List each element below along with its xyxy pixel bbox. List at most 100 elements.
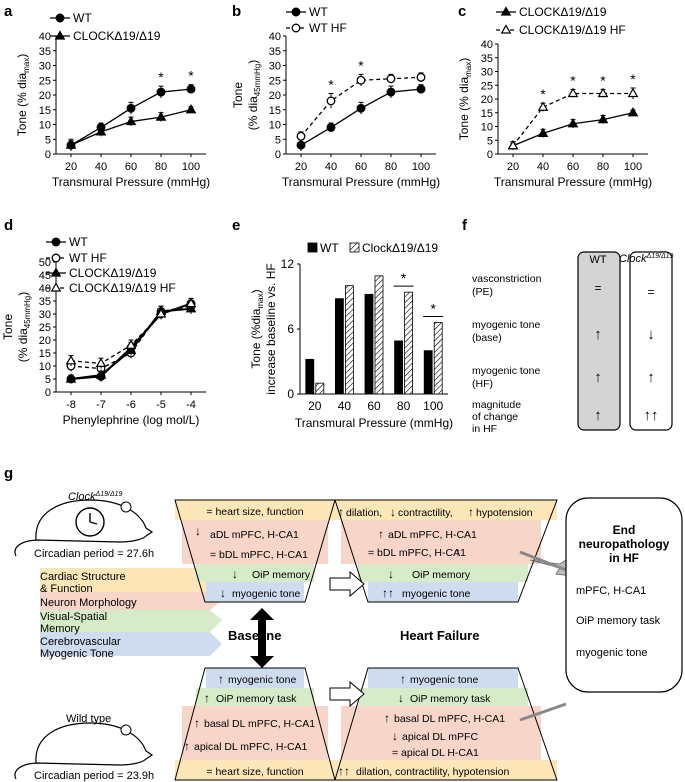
wt-baseline-basal: basal DL mPFC, H-CA1: [204, 718, 315, 730]
bar-60-1: [374, 275, 384, 395]
data-point: [537, 127, 549, 137]
category-neuron: Neuron Morphology: [40, 597, 137, 609]
data-point: [65, 373, 77, 383]
significance-star: *: [358, 57, 364, 73]
y-tick-label: 30: [39, 61, 51, 73]
panel-label-d: d: [4, 217, 13, 234]
wt-hf-oip: OiP memory task: [410, 693, 491, 705]
significance-star: *: [570, 72, 576, 88]
y-tick-label: 12: [281, 257, 295, 271]
y-tick-label: 50: [39, 257, 51, 269]
category-arrow-cardiac: [40, 568, 225, 592]
panel-label-c: c: [458, 3, 466, 20]
x-tick-label: 20: [507, 161, 519, 173]
clock-baseline-myogenic: myogenic tone: [232, 588, 300, 600]
y-tick-label: 15: [481, 108, 493, 120]
x-axis-label: Transmural Pressure (mmHg): [52, 175, 210, 189]
y-tick-label: 10: [39, 120, 51, 132]
y-tick-label: 10: [481, 122, 493, 134]
f-row-4-label-1: magnitude: [472, 399, 521, 411]
data-point: [597, 113, 609, 124]
x-tick-label: 60: [125, 161, 137, 173]
legend-marker: [500, 6, 512, 16]
data-point: [126, 103, 136, 113]
significance-star: *: [328, 77, 334, 93]
significance-star: *: [188, 68, 194, 84]
x-tick-label: -4: [186, 399, 196, 411]
up-arrow-icon: ↑: [194, 716, 200, 730]
clock-column-header: ClockΔ19/Δ19: [619, 253, 674, 265]
legend-label: CLOCKΔ19/Δ19: [73, 29, 161, 43]
y-tick-label: 0: [45, 149, 51, 161]
y-tick-label: 35: [39, 296, 51, 308]
legend-marker: [54, 30, 66, 40]
chart-panel-e: 0 6 12 20 40 60 80 100 * * Transmural Pressure (mm…: [249, 241, 453, 430]
down-arrow-icon: ↓: [232, 567, 238, 581]
f-row-3-wt-arrow-icon: ↑: [594, 369, 602, 386]
down-arrow-icon: ↓: [388, 567, 394, 581]
wt-baseline-heart: = heart size, function: [206, 766, 303, 778]
f-row-2-wt-arrow-icon: ↑: [594, 326, 602, 343]
double-up-arrow-icon: ↑↑: [338, 764, 350, 778]
category-arrow-memory: [40, 610, 222, 632]
legend-label: WT: [69, 235, 88, 249]
end-title-2: neuropathology: [579, 537, 670, 551]
f-row-3-label-1: myogenic tone: [472, 365, 540, 377]
data-point: [185, 297, 197, 308]
down-arrow-icon: ↓: [195, 524, 201, 538]
panel-label-b: b: [232, 3, 241, 20]
y-tick-label: 5: [45, 134, 51, 146]
data-point: [65, 355, 77, 365]
significance-star: *: [401, 270, 407, 286]
down-arrow-icon: ↓: [220, 586, 226, 600]
legend-label: CLOCKΔ19/Δ19: [69, 266, 157, 280]
series-line-1: [70, 109, 192, 146]
significance-star: *: [430, 301, 436, 317]
wt-baseline-oip: OiP memory task: [216, 693, 297, 705]
down-arrow-icon: ↓: [392, 729, 398, 743]
y-axis-label: Tone (% diamax): [15, 54, 31, 137]
significance-star: *: [158, 69, 164, 85]
x-tick-label: 100: [412, 161, 430, 173]
category-cardiac-l2: & Function: [40, 583, 93, 595]
y-tick-label: 30: [481, 67, 493, 79]
y-tick-label: 10: [39, 361, 51, 373]
transition-arrow-icon: [329, 570, 365, 598]
down-arrow-icon: ↓: [398, 691, 404, 705]
x-tick-label: 80: [385, 161, 397, 173]
x-axis-label: Transmural Pressure (mmHg): [494, 175, 652, 189]
x-tick-label: 60: [355, 161, 367, 173]
clock-hf-bdl: = bDL mPFC, H-CA1: [368, 547, 466, 559]
data-point: [567, 118, 579, 128]
baseline-label: Baseline: [228, 628, 281, 643]
data-point: [537, 101, 549, 111]
legend-marker: [291, 23, 301, 33]
y-tick-label: 10: [269, 120, 281, 132]
series-line-0: [512, 112, 634, 147]
legend-swatch: [349, 242, 360, 253]
data-point: [627, 87, 639, 98]
x-tick-label: 80: [597, 161, 609, 173]
legend-marker: [51, 253, 61, 263]
f-row-4-label-2: of change: [472, 411, 518, 423]
data-point: [185, 104, 197, 114]
clock-hf-myogenic: myogenic tone: [402, 588, 470, 600]
x-tick-label: 80: [397, 399, 411, 413]
x-tick-label: 40: [325, 161, 337, 173]
wt-hf-basal: basal DL mPFC, H-CA1: [394, 713, 505, 725]
x-tick-label: 100: [624, 161, 642, 173]
data-point: [125, 115, 137, 126]
f-row-2-clock-arrow-icon: ↓: [647, 326, 655, 343]
data-point: [567, 87, 579, 98]
end-neuropathology-box: [565, 497, 683, 693]
y-tick-label: 40: [269, 31, 281, 43]
legend-label: ClockΔ19/Δ19: [362, 241, 438, 255]
series-line-0: [300, 88, 422, 146]
category-arrow-myogenic: [40, 632, 222, 656]
y-tick-label: 35: [269, 46, 281, 58]
legend-label: WT HF: [69, 251, 107, 265]
data-point: [597, 87, 609, 98]
wt-circadian-period: Circadian period = 23.9h: [34, 770, 154, 782]
end-title-3: in HF: [609, 551, 639, 565]
y-tick-label: 0: [287, 387, 294, 401]
